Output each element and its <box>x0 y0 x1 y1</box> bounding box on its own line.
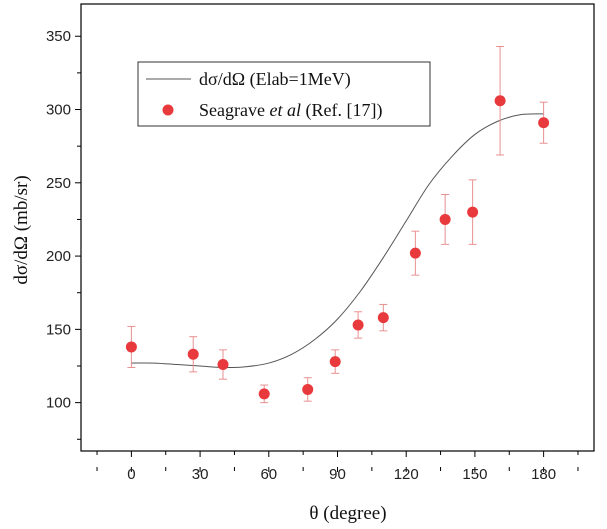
data-point <box>302 383 314 395</box>
data-point <box>538 117 550 129</box>
data-point <box>217 359 229 371</box>
y-tick-label: 200 <box>46 248 71 265</box>
legend-box <box>137 61 431 127</box>
legend-marker-swatch <box>162 104 174 116</box>
data-point <box>467 206 479 218</box>
theory-curve <box>131 113 544 369</box>
x-tick-label: 90 <box>329 466 346 483</box>
legend-scatter-label: Seagrave et al (Ref. [17]) <box>199 100 382 121</box>
x-tick-label: 150 <box>462 466 487 483</box>
x-tick-label: 30 <box>192 466 209 483</box>
x-tick-label: 60 <box>260 466 277 483</box>
y-axis-title: dσ/dΩ (mb/sr) <box>11 175 32 284</box>
legend-scatter-label-part-1: Seagrave <box>199 100 269 120</box>
y-tick-label: 300 <box>46 102 71 119</box>
data-point <box>409 247 421 259</box>
y-tick-label: 350 <box>46 28 71 45</box>
legend-scatter-label-part-3: (Ref. [17]) <box>301 100 382 121</box>
data-point <box>377 312 389 324</box>
legend-scatter-label-part-2: et al <box>269 100 301 120</box>
y-axis: 100 150 200 250 300 350 <box>46 28 81 440</box>
data-point <box>125 341 137 353</box>
y-tick-label: 250 <box>46 175 71 192</box>
x-tick-label: 180 <box>531 466 556 483</box>
x-axis-title: θ (degree) <box>309 503 386 524</box>
series-layer <box>125 46 550 404</box>
y-tick-label: 150 <box>46 321 71 338</box>
data-point <box>187 348 199 360</box>
data-point <box>258 388 270 400</box>
legend-line-label: dσ/dΩ (Elab=1MeV) <box>199 69 351 90</box>
data-point <box>439 213 451 225</box>
data-point <box>494 95 506 107</box>
data-point <box>329 356 341 368</box>
x-tick-label: 120 <box>394 466 419 483</box>
legend: dσ/dΩ (Elab=1MeV) Seagrave et al (Ref. [… <box>137 61 431 127</box>
x-axis: 0 30 60 90 120 150 180 <box>96 451 579 483</box>
y-tick-label: 100 <box>46 395 71 412</box>
data-point <box>352 319 364 331</box>
x-tick-label: 0 <box>127 466 135 483</box>
